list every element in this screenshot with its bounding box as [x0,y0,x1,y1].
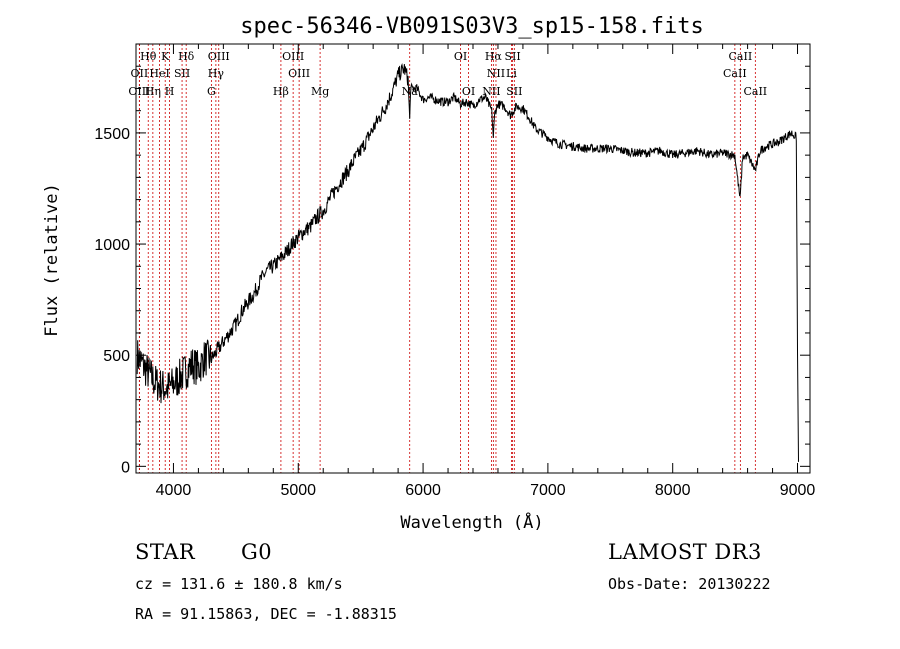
x-tick-label: 6000 [405,482,441,499]
survey-name: LAMOST DR3 [608,540,762,564]
x-axis-label: Wavelength (Å) [400,511,543,533]
spectral-line-label: OIII [128,85,150,98]
spectral-line-label: HeI [149,67,169,80]
y-axis-ticks: 0 500 1000 1500 [94,65,810,476]
spectral-line-label: SII [174,67,190,80]
spectral-line-label: H [165,85,175,98]
x-tick-label: 5000 [280,482,316,499]
spectral-line-label: CaII [743,85,767,98]
flux-series-line [136,63,799,462]
spectral-line-markers [138,44,756,473]
spectral-line-label: OIII [288,67,310,80]
y-tick-label: 1500 [94,126,130,143]
spectral-line-label: OII [131,67,149,80]
spectral-line-label: NII [482,85,500,98]
spectral-line-label: Hδ [178,50,195,63]
object-class: STAR [135,540,196,564]
y-tick-label: 0 [121,459,130,476]
y-axis-label: Flux (relative) [42,183,62,337]
spectral-line-label: Hθ [140,50,157,63]
y-tick-label: 1000 [94,237,130,254]
x-tick-label: 4000 [156,482,192,499]
spectral-line-label: Hγ [208,67,225,80]
plot-frame [135,43,811,474]
coordinates: RA = 91.15863, DEC = -1.88315 [135,605,397,623]
spectral-line-label: SII [504,50,520,63]
object-subclass: G0 [241,540,273,564]
observation-date: Obs-Date: 20130222 [608,575,771,593]
spectral-line-label: SII [506,85,522,98]
spectral-line-label: Li [506,67,517,80]
x-tick-label: 8000 [655,482,691,499]
spectral-line-label: CaII [729,50,753,63]
spectral-line-label: Mg [311,85,329,98]
redshift-cz: cz = 131.6 ± 180.8 km/s [135,575,343,593]
spectral-line-label: OI [462,85,475,98]
spectral-line-label: Hβ [273,85,289,98]
spectral-line-label: G [207,85,216,98]
spectral-line-label: Hη [145,85,161,98]
chart-title: spec-56346-VB091S03V3_sp15-158.fits [240,14,704,39]
x-axis-ticks: 4000 5000 6000 7000 8000 9000 [156,44,816,499]
spectral-line-label: CaII [723,67,747,80]
spectral-line-label: Hα [485,50,503,63]
spectral-line-label: K [161,50,170,63]
x-tick-label: 9000 [780,482,816,499]
spectral-line-label: OIII [282,50,304,63]
y-tick-label: 500 [103,348,130,365]
spectral-line-label: OIII [208,50,230,63]
x-tick-label: 7000 [530,482,566,499]
spectral-line-label: NII [487,67,505,80]
spectral-line-label: OI [454,50,467,63]
